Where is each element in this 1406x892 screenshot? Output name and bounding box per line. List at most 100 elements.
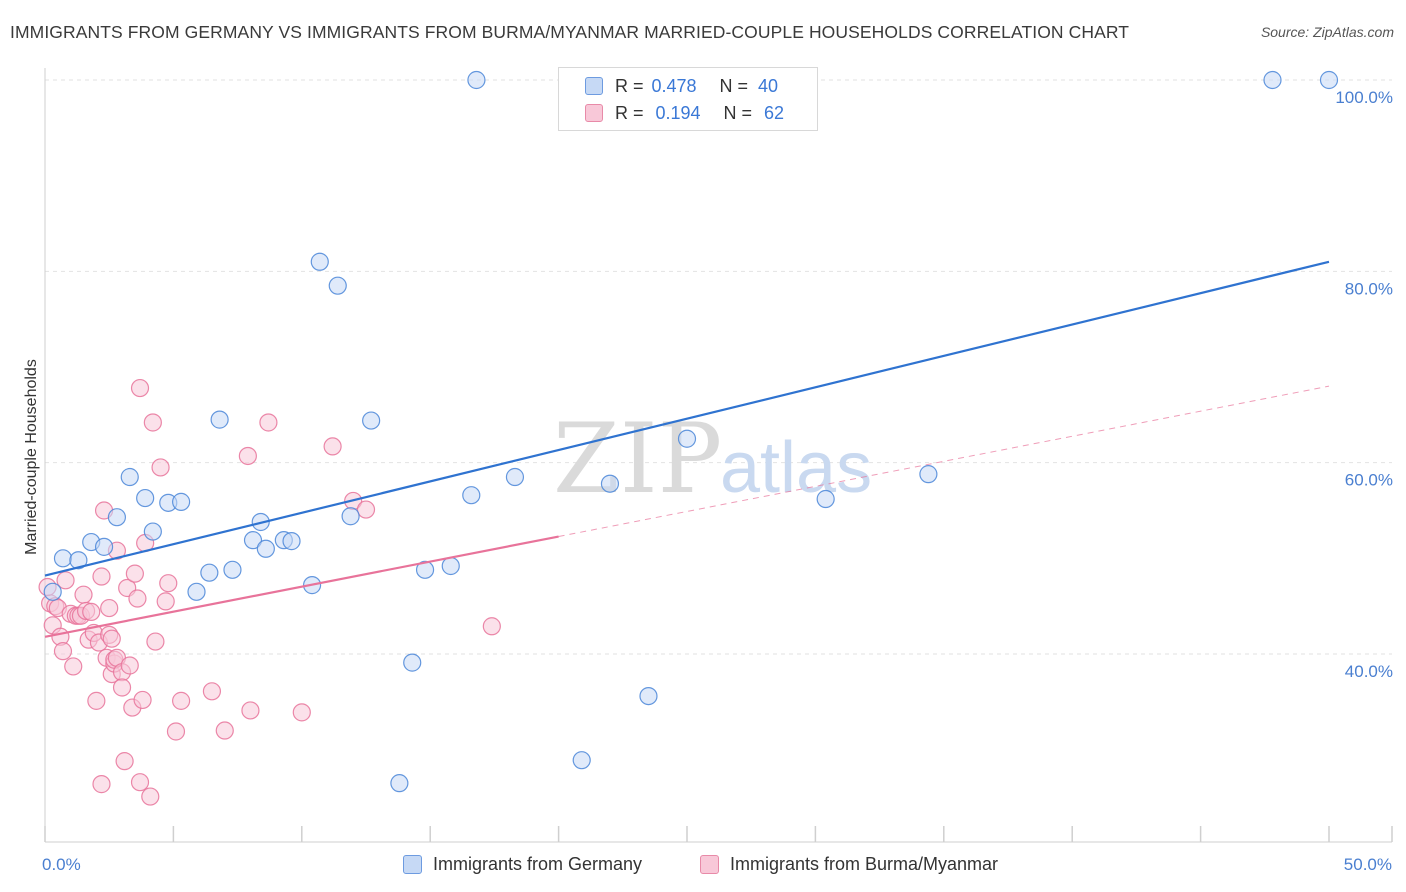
germany-point-6: [120, 467, 139, 487]
burma-point-57: [323, 437, 342, 456]
germany-point-12: [200, 563, 219, 582]
germany-point-34: [639, 686, 658, 706]
germany-point-25: [390, 774, 409, 793]
burma-point-46: [151, 458, 170, 477]
y-axis-label: Married-couple Households: [23, 359, 40, 555]
burma-point-48: [159, 574, 178, 593]
legend-swatch-burma: [585, 104, 603, 122]
x-tick-label-max: 50.0%: [1344, 855, 1392, 874]
burma-point-8: [64, 657, 83, 676]
watermark-zip: ZIP: [553, 403, 722, 515]
germany-point-4: [94, 537, 114, 556]
germany-point-2: [69, 551, 88, 570]
germany-point-14: [223, 560, 242, 579]
burma-point-37: [125, 564, 144, 583]
germany-point-19: [282, 532, 301, 551]
burma-point-59: [356, 500, 376, 519]
bottom-legend-burma: Immigrants from Burma/Myanmar: [700, 852, 998, 876]
chart-title: IMMIGRANTS FROM GERMANY VS IMMIGRANTS FR…: [10, 22, 1130, 42]
germany-point-27: [415, 560, 435, 579]
germany-point-21: [310, 252, 329, 271]
burma-point-12: [74, 585, 93, 604]
burma-point-54: [241, 701, 260, 720]
germany-point-17: [256, 539, 275, 558]
burma-point-60: [482, 617, 501, 636]
correlation-legend: R = 0.478 N = 40 R = 0.194 N = 62: [558, 67, 818, 131]
legend-germany-n: 40: [758, 75, 779, 96]
burma-point-33: [115, 752, 134, 771]
burma-point-38: [128, 589, 147, 608]
legend-n-label: N =: [719, 75, 749, 96]
burma-point-45: [146, 632, 165, 651]
germany-trend-line: [44, 260, 1330, 577]
germany-point-29: [462, 486, 481, 505]
germany-point-7: [136, 488, 155, 508]
burma-point-32: [112, 678, 132, 697]
legend-swatch-germany: [585, 77, 603, 95]
trend-lines: [44, 260, 1330, 638]
y-tick-label-60: 60.0%: [1345, 471, 1393, 490]
gridlines: [45, 79, 1392, 655]
burma-point-51: [202, 682, 222, 701]
legend-r-label: R =: [615, 102, 644, 123]
legend-row-germany: R = 0.478 N = 40: [585, 74, 778, 98]
legend-r-label: R =: [615, 75, 644, 96]
germany-point-39: [1319, 70, 1339, 90]
burma-point-5: [53, 642, 73, 661]
burma-point-56: [292, 703, 311, 722]
watermark: ZIP atlas: [553, 403, 872, 515]
burma-point-40: [130, 378, 150, 398]
burma-point-47: [156, 592, 175, 611]
germany-point-31: [505, 467, 525, 487]
legend-n-label: N =: [723, 102, 753, 123]
burma-point-44: [143, 413, 162, 432]
burma-point-17: [87, 691, 106, 710]
source-credit: Source: ZipAtlas.com: [1260, 24, 1394, 40]
burma-point-6: [56, 571, 75, 590]
bottom-legend-germany-label: Immigrants from Germany: [433, 853, 643, 874]
burma-point-53: [238, 446, 257, 466]
burma-point-23: [100, 598, 119, 618]
germany-point-32: [572, 751, 591, 770]
y-tick-label-80: 80.0%: [1345, 279, 1393, 298]
burma-point-50: [172, 691, 191, 710]
germany-point-11: [187, 582, 206, 601]
germany-point-10: [172, 492, 191, 511]
legend-germany-r: 0.478: [651, 75, 697, 96]
axes: [44, 68, 1393, 843]
y-tick-label-40: 40.0%: [1345, 662, 1393, 681]
burma-point-39: [130, 773, 150, 792]
legend-row-burma: R = 0.194 N = 62: [585, 101, 784, 125]
germany-point-1: [53, 549, 73, 568]
burma-point-15: [82, 602, 101, 622]
burma-point-43: [141, 787, 160, 806]
bottom-legend-swatch-germany: [403, 854, 422, 874]
germany-point-26: [403, 653, 422, 672]
germany-point-36: [816, 489, 835, 509]
germany-point-23: [341, 507, 360, 526]
burma-point-25: [102, 629, 121, 648]
legend-burma-r: 0.194: [655, 102, 701, 123]
y-tick-label-100: 100.0%: [1335, 88, 1393, 107]
x-tick-label-min: 0.0%: [42, 855, 81, 874]
burma-point-35: [120, 656, 139, 675]
burma-trend-extension: [558, 385, 1330, 538]
germany-point-37: [919, 465, 938, 484]
germany-point-30: [467, 70, 486, 90]
germany-point-8: [143, 522, 162, 541]
germany-point-33: [600, 474, 620, 493]
burma-trend-line: [44, 535, 559, 638]
germany-point-24: [362, 411, 381, 430]
y-tick-labels: 40.0% 60.0% 80.0% 100.0%: [1335, 88, 1393, 681]
series-germany-points: [43, 70, 1339, 793]
burma-point-55: [259, 413, 278, 432]
germany-point-22: [328, 276, 347, 295]
legend-burma-n: 62: [764, 102, 785, 123]
germany-point-5: [107, 508, 127, 527]
series-burma-points: [38, 378, 501, 806]
germany-point-38: [1263, 70, 1282, 90]
germany-point-28: [441, 556, 460, 576]
burma-point-49: [166, 722, 186, 741]
germany-point-0: [43, 582, 62, 601]
